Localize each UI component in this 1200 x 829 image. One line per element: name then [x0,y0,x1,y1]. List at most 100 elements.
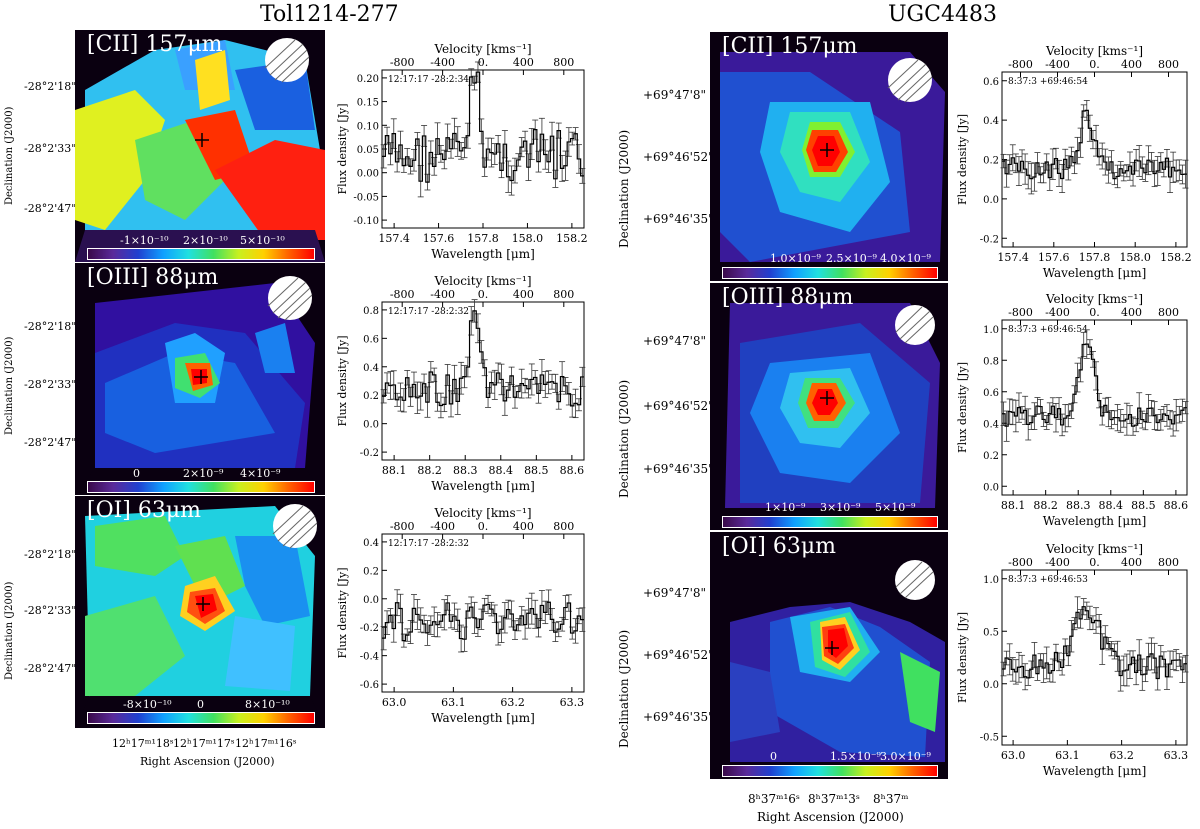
flux-tick-label: 0.6 [983,388,999,399]
wavelength-axis-label: Wavelength [μm] [431,479,535,493]
oiii-map-ugc: [OIII] 88μm 1×10⁻⁹ 3×10⁻⁹ 5×10⁻⁹ [710,283,948,530]
flux-axis-label: Flux density [Jy] [336,103,349,194]
wavelength-tick-label: 63.1 [441,696,466,709]
colorbar-label: 1×10⁻⁹ [765,501,806,514]
wavelength-tick-label: 158.2 [1160,251,1192,264]
flux-tick-label: 0.10 [357,121,379,132]
dec-axis-label: Declination (J2000) [4,581,15,680]
flux-tick-label: -0.10 [353,216,379,227]
dec-tick: -28°2'18" [24,548,77,561]
spectrum-panel: -800 -400 0. 400 800 Velocity [kms⁻¹] 88.1 88.2… [330,270,592,498]
spectrum-coord-label: 12:17:17 -28:2:32 [388,539,469,549]
cii-map-ugc: [CII] 157μm 1.0×10⁻⁹ 2.5×10⁻⁹ 4.0×10⁻⁹ [710,32,948,281]
flux-tick-label: 0.0 [983,195,999,206]
dec-tick: +69°46'52" [643,399,714,413]
flux-axis-label: Flux density [Jy] [336,335,349,426]
flux-axis-label: Flux density [Jy] [956,114,969,205]
line-label: [OI] 63μm [87,498,202,523]
spectrum-line [382,71,584,183]
flux-tick-label: 0.00 [357,169,379,180]
spectrum-panel: -800 -400 0. 400 800 Velocity [kms⁻¹] 63.0 63.1… [950,538,1195,783]
velocity-tick-label: 800 [1158,58,1179,71]
flux-tick-label: -0.2 [980,234,999,245]
velocity-tick-label: -400 [1045,556,1070,569]
dec-tick: +69°46'35" [643,212,714,226]
velocity-tick-label: 0. [478,56,489,69]
wavelength-tick-label: 88.1 [1001,499,1026,512]
wavelength-tick-label: 157.6 [423,232,455,245]
dec-tick: -28°2'47" [24,436,77,449]
velocity-axis-label: Velocity [kms⁻¹] [1045,542,1143,556]
wavelength-tick-label: 158.0 [512,232,544,245]
velocity-tick-label: 800 [1158,556,1179,569]
dec-tick: -28°2'47" [24,202,77,215]
velocity-tick-label: 800 [553,56,574,69]
flux-axis-label: Flux density [Jy] [956,612,969,703]
colorbar [722,267,938,279]
velocity-tick-label: 400 [1121,58,1142,71]
wavelength-tick-label: 88.3 [1066,499,1091,512]
line-label: [CII] 157μm [722,34,858,59]
spectrum-coord-label: 8:37:3 +69:46:54 [1008,325,1088,335]
velocity-tick-label: -800 [1008,58,1033,71]
wavelength-tick-label: 63.2 [1109,749,1134,762]
dec-tick: +69°46'35" [643,462,714,476]
wavelength-tick-label: 158.2 [556,232,588,245]
wavelength-tick-label: 157.6 [1038,251,1070,264]
spectrum-panel: -800 -400 0. 400 800 Velocity [kms⁻¹] 63.0 63.1… [330,502,592,730]
wavelength-tick-label: 157.4 [378,232,410,245]
colorbar-label: 8×10⁻¹⁰ [245,698,290,711]
colorbar-label: 3.0×10⁻⁹ [880,750,931,763]
line-label: [OIII] 88μm [87,265,219,290]
wavelength-tick-label: 63.3 [560,696,585,709]
colorbar-label: 2×10⁻¹⁰ [183,234,228,247]
flux-tick-label: -0.4 [360,652,379,663]
wavelength-tick-label: 88.2 [417,464,442,477]
dec-tick: +69°47'8" [643,334,707,348]
title-right: UGC4483 [888,2,997,27]
colorbar-label: 3×10⁻⁹ [820,501,861,514]
colorbar-label: -1×10⁻¹⁰ [120,234,169,247]
oi-map-ugc: [OI] 63μm 0 1.5×10⁻⁹ 3.0×10⁻⁹ [710,532,948,779]
colorbar-label: 0 [133,467,140,480]
colorbar-label: 0 [197,698,204,711]
spectrum-line [382,310,584,407]
velocity-axis-label: Velocity [kms⁻¹] [433,506,531,520]
velocity-tick-label: 800 [553,288,574,301]
velocity-tick-label: 800 [1158,306,1179,319]
velocity-tick-label: -400 [430,56,455,69]
wavelength-tick-label: 157.8 [1079,251,1111,264]
velocity-tick-label: 400 [513,288,534,301]
flux-tick-label: -0.05 [353,192,379,203]
flux-tick-label: 0.8 [363,306,379,317]
line-label: [OIII] 88μm [722,285,854,310]
flux-tick-label: 0.4 [363,538,379,549]
wavelength-tick-label: 63.1 [1055,749,1080,762]
spectrum-coord-label: 8:37:3 +69:46:54 [1008,77,1088,87]
flux-tick-label: 1.0 [983,325,999,336]
velocity-tick-label: 400 [1121,306,1142,319]
oi-map-tol: [OI] 63μm -8×10⁻¹⁰ 0 8×10⁻¹⁰ [75,496,325,728]
flux-tick-label: 0.4 [983,116,999,127]
ra-tick: 12ʰ17ᵐ¹17ˢ [173,737,235,750]
flux-tick-label: 0.2 [983,451,999,462]
dec-tick: +69°47'8" [643,88,707,102]
colorbar [87,712,315,724]
velocity-tick-label: -400 [1045,58,1070,71]
ra-tick: 8ʰ37ᵐ [873,792,909,806]
velocity-tick-label: -400 [1045,306,1070,319]
colorbar [722,516,938,528]
flux-tick-label: 0.6 [983,77,999,88]
wavelength-tick-label: 157.4 [997,251,1029,264]
flux-tick-label: 0.05 [357,145,379,156]
flux-tick-label: 0.2 [363,566,379,577]
dec-tick: +69°47'8" [643,586,707,600]
line-label: [CII] 157μm [87,32,223,57]
velocity-tick-label: -800 [1008,306,1033,319]
velocity-tick-label: 400 [1121,556,1142,569]
dec-tick: -28°2'47" [24,662,77,675]
velocity-tick-label: -800 [390,56,415,69]
dec-tick: +69°46'52" [643,648,714,662]
colorbar-label: 0 [770,750,777,763]
wavelength-tick-label: 88.6 [1164,499,1189,512]
